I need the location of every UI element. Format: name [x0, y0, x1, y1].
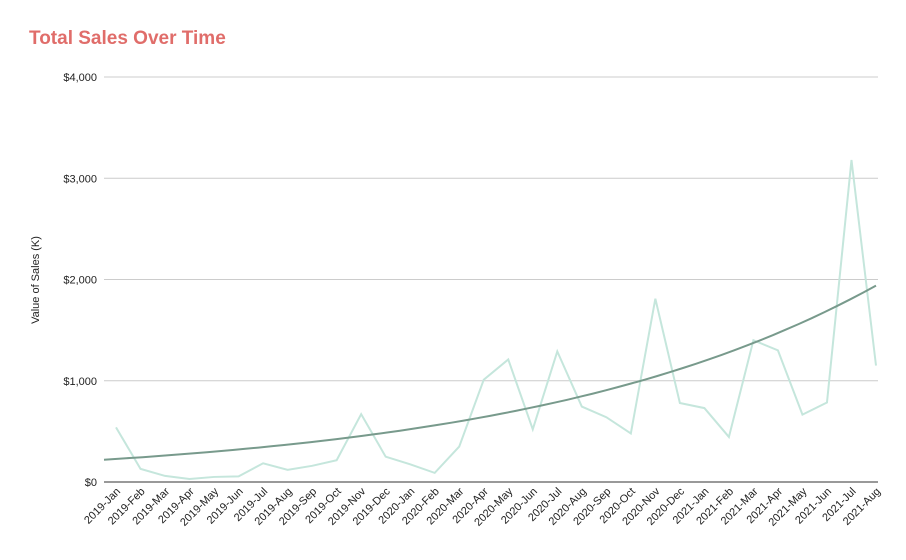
- series-line-sales: [115, 159, 877, 480]
- x-axis-ticks: 2019-Jan2019-Feb2019-Mar2019-Apr2019-May…: [82, 485, 883, 528]
- gridlines: [104, 76, 878, 382]
- trendline: [103, 284, 877, 461]
- y-tick-label: $3,000: [63, 173, 97, 185]
- y-tick-label: $1,000: [63, 376, 97, 388]
- y-axis-label: Value of Sales (K): [30, 236, 42, 324]
- y-tick-label: $2,000: [63, 275, 97, 287]
- y-axis-ticks: $0 $1,000 $2,000 $3,000 $4,000: [63, 72, 97, 489]
- y-tick-label: $4,000: [63, 72, 97, 84]
- chart-title: Total Sales Over Time: [29, 28, 226, 49]
- y-tick-label: $0: [85, 477, 97, 489]
